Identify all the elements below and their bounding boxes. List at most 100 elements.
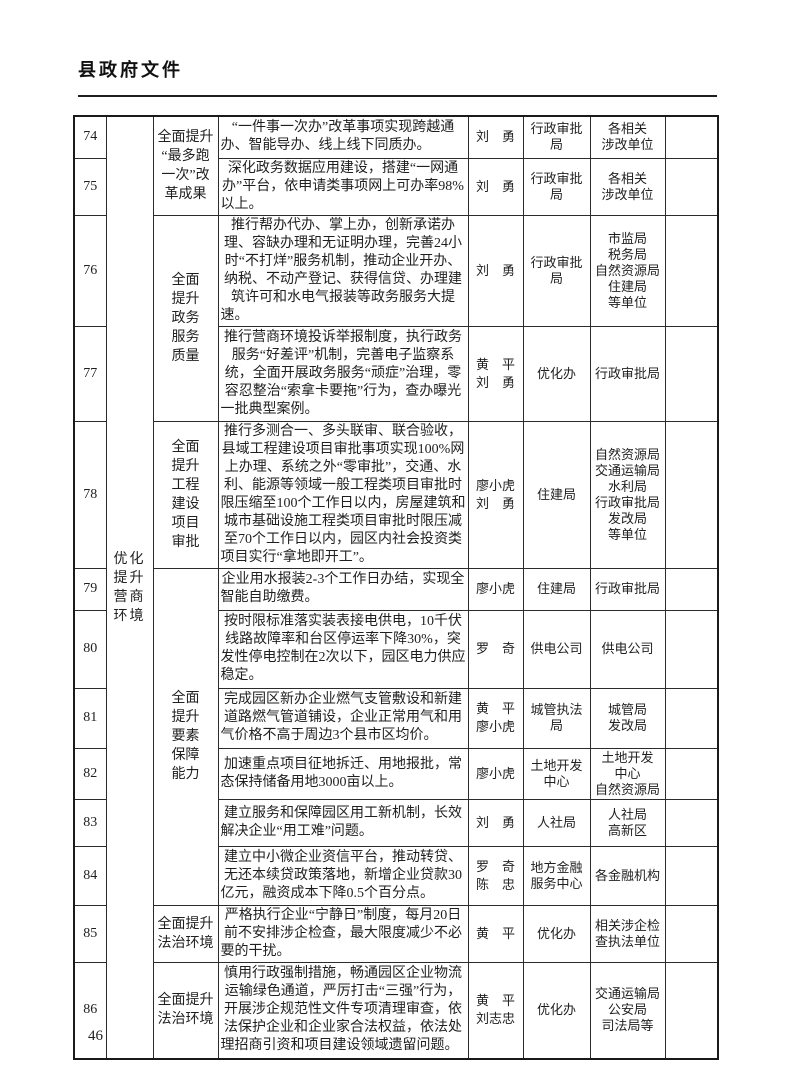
empty-cell [664, 115, 719, 159]
subcategory-cell: 全面提升 法治环境 [152, 961, 219, 1060]
subcategory-cell: 全面提升 法治环境 [152, 904, 219, 963]
task-cell: 企业用水报装2-3个工作日办结，实现全智能自助缴费。 [217, 567, 469, 611]
empty-cell [664, 214, 719, 327]
row-number-cell: 79 [73, 567, 107, 611]
table-row: 78 全面 提升 工程 建设 项目 审批 推行多测合一、多头联审、联合验收，县域… [73, 420, 719, 569]
person-cell: 刘 勇 [467, 115, 524, 159]
table-row: 81 完成园区新办企业燃气支管敷设和新建道路燃气管道铺设，企业正常用气和用气价格… [73, 687, 719, 749]
subcategory-cell: 全面 提升 要素 保障 能力 [152, 567, 219, 906]
related-units-cell: 各相关 涉改单位 [589, 115, 666, 159]
empty-cell [664, 747, 719, 800]
unit-cell: 住建局 [522, 567, 591, 611]
empty-cell [664, 798, 719, 847]
unit-cell: 人社局 [522, 798, 591, 847]
empty-cell [664, 687, 719, 749]
row-number-cell: 76 [73, 214, 107, 327]
table-row: 85 全面提升 法治环境 严格执行企业“宁静日”制度，每月20日前不安排涉企检查… [73, 904, 719, 963]
unit-cell: 地方金融 服务中心 [522, 845, 591, 906]
related-units-cell: 自然资源局 交通运输局 水利局 行政审批局 发改局 等单位 [589, 420, 666, 569]
table-row: 86 全面提升 法治环境 慎用行政强制措施，畅通园区企业物流运输绿色通道，严厉打… [73, 961, 719, 1060]
related-units-cell: 交通运输局 公安局 司法局等 [589, 961, 666, 1060]
row-number-cell: 83 [73, 798, 107, 847]
empty-cell [664, 845, 719, 906]
row-number-cell: 74 [73, 115, 107, 159]
person-cell: 罗 奇 [467, 609, 524, 689]
task-cell: 严格执行企业“宁静日”制度，每月20日前不安排涉企检查，最大限度减少不必要的干扰… [217, 904, 469, 963]
table-row: 76 全面 提升 政务 服务 质量 推行帮办代办、掌上办，创新承诺办理、容缺办理… [73, 214, 719, 422]
table-row: 75 深化政务数据应用建设，搭建“一网通办”平台，依申请类事项网上可办率98%以… [73, 157, 719, 216]
related-units-cell: 城管局 发改局 [589, 687, 666, 749]
person-cell: 罗 奇 陈 忠 [467, 845, 524, 906]
task-cell: 推行营商环境投诉举报制度，执行政务服务“好差评”机制，完善电子监察系统，全面开展… [217, 325, 469, 422]
person-cell: 廖小虎 [467, 747, 524, 800]
row-number-cell: 78 [73, 420, 107, 569]
unit-cell: 优化办 [522, 325, 591, 422]
empty-cell [664, 567, 719, 611]
person-cell: 黄 平 [467, 904, 524, 963]
table-row: 74 优化 提升 营商 环境 全面提升 “最多跑 一次”改 革成果 “一件事一次… [73, 115, 719, 1060]
unit-cell: 城管执法局 [522, 687, 591, 749]
subcategory-cell: 全面 提升 工程 建设 项目 审批 [152, 420, 219, 569]
task-cell: 完成园区新办企业燃气支管敷设和新建道路燃气管道铺设，企业正常用气和用气价格不高于… [217, 687, 469, 749]
task-cell: 慎用行政强制措施，畅通园区企业物流运输绿色通道，严厉打击“三强”行为，开展涉企规… [217, 961, 469, 1060]
related-units-cell: 行政审批局 [589, 325, 666, 422]
empty-cell [664, 609, 719, 689]
empty-cell [664, 961, 719, 1060]
task-cell: “一件事一次办”改革事项实现跨越通办、智能导办、线上线下同质办。 [217, 115, 469, 159]
person-cell: 黄 平 刘志忠 [467, 961, 524, 1060]
row-number-cell: 84 [73, 845, 107, 906]
related-units-cell: 市监局 税务局 自然资源局 住建局 等单位 [589, 214, 666, 327]
related-units-cell: 供电公司 [589, 609, 666, 689]
person-cell: 黄 平 刘 勇 [467, 325, 524, 422]
unit-cell: 行政审批局 [522, 157, 591, 216]
person-cell: 刘 勇 [467, 798, 524, 847]
person-cell: 刘 勇 [467, 214, 524, 327]
person-cell: 刘 勇 [467, 157, 524, 216]
unit-cell: 土地开发 中心 [522, 747, 591, 800]
empty-cell [664, 420, 719, 569]
task-cell: 建立服务和保障园区用工新机制，长效解决企业“用工难”问题。 [217, 798, 469, 847]
task-cell: 推行帮办代办、掌上办，创新承诺办理、容缺办理和无证明办理，完善24小时“不打烊”… [217, 214, 469, 327]
task-cell: 建立中小微企业资信平台，推动转贷、无还本续贷政策落地，新增企业贷款30亿元，融资… [217, 845, 469, 906]
empty-cell [664, 325, 719, 422]
row-number-cell: 80 [73, 609, 107, 689]
row-number-cell: 82 [73, 747, 107, 800]
table-row: 84 建立中小微企业资信平台，推动转贷、无还本续贷政策落地，新增企业贷款30亿元… [73, 845, 719, 906]
person-cell: 廖小虎 刘 勇 [467, 420, 524, 569]
task-cell: 推行多测合一、多头联审、联合验收，县域工程建设项目审批事项实现100%网上办理、… [217, 420, 469, 569]
page-title: 县政府文件 [78, 60, 183, 80]
header-rule [78, 95, 717, 97]
unit-cell: 住建局 [522, 420, 591, 569]
related-units-cell: 各金融机构 [589, 845, 666, 906]
table-row: 80 按时限标准落实装表接电供电，10千伏线路故障率和台区停运率下降30%，突发… [73, 609, 719, 689]
task-cell: 深化政务数据应用建设，搭建“一网通办”平台，依申请类事项网上可办率98%以上。 [217, 157, 469, 216]
unit-cell: 供电公司 [522, 609, 591, 689]
related-units-cell: 行政审批局 [589, 567, 666, 611]
page-number: 46 [88, 1028, 103, 1044]
table-row: 77 推行营商环境投诉举报制度，执行政务服务“好差评”机制，完善电子监察系统，全… [73, 325, 719, 422]
tasks-table: 74 优化 提升 营商 环境 全面提升 “最多跑 一次”改 革成果 “一件事一次… [73, 115, 719, 1060]
row-number-cell: 77 [73, 325, 107, 422]
table-row: 82 加速重点项目征地拆迁、用地报批，常态保持储备用地3000亩以上。 廖小虎 … [73, 747, 719, 800]
empty-cell [664, 157, 719, 216]
unit-cell: 优化办 [522, 961, 591, 1060]
related-units-cell: 人社局 高新区 [589, 798, 666, 847]
table-row: 83 建立服务和保障园区用工新机制，长效解决企业“用工难”问题。 刘 勇 人社局… [73, 798, 719, 847]
related-units-cell: 土地开发 中心 自然资源局 [589, 747, 666, 800]
unit-cell: 优化办 [522, 904, 591, 963]
person-cell: 黄 平 廖小虎 [467, 687, 524, 749]
subcategory-cell: 全面 提升 政务 服务 质量 [152, 214, 219, 422]
row-number-cell: 85 [73, 904, 107, 963]
unit-cell: 行政审批局 [522, 214, 591, 327]
person-cell: 廖小虎 [467, 567, 524, 611]
row-number-cell: 81 [73, 687, 107, 749]
related-units-cell: 各相关 涉改单位 [589, 157, 666, 216]
row-number-cell: 86 [73, 961, 107, 1060]
empty-cell [664, 904, 719, 963]
subcategory-cell: 全面提升 “最多跑 一次”改 革成果 [152, 115, 219, 216]
related-units-cell: 相关涉企检 查执法单位 [589, 904, 666, 963]
category-cell: 优化 提升 营商 环境 [105, 115, 154, 1060]
unit-cell: 行政审批局 [522, 115, 591, 159]
table-row: 79 全面 提升 要素 保障 能力 企业用水报装2-3个工作日办结，实现全智能自… [73, 567, 719, 906]
